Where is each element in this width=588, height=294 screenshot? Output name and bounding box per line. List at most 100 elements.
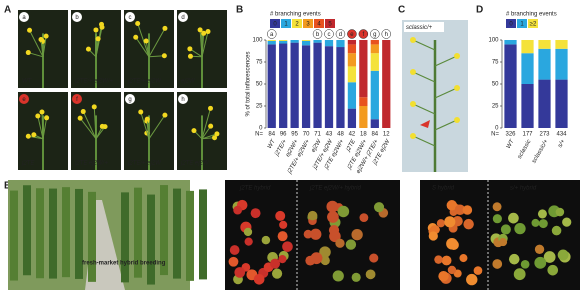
fruit <box>446 237 458 250</box>
bar-segment <box>370 119 379 128</box>
bar-segment <box>347 108 357 128</box>
flower <box>214 131 220 137</box>
fruit <box>508 253 520 265</box>
y-tick-label: 25 <box>256 104 263 110</box>
photo-letter-circle <box>72 12 82 22</box>
bar-segment <box>555 79 568 128</box>
flower <box>161 53 167 59</box>
photo-caption: j2TE ej2W/+ hybrid <box>309 186 362 192</box>
fruit <box>282 241 293 252</box>
bar-segment <box>336 40 345 48</box>
bar-segment <box>301 40 311 41</box>
branch <box>42 36 47 57</box>
fruit <box>459 254 468 263</box>
bar-segment <box>555 40 568 49</box>
fruit <box>320 255 330 266</box>
fruit <box>345 239 357 250</box>
photo-caption: j2TE/+ ej2W <box>127 161 162 167</box>
flower <box>144 116 150 122</box>
branch <box>412 71 436 83</box>
fruit <box>310 252 323 265</box>
fruit <box>351 272 361 282</box>
flower <box>143 38 149 44</box>
flower <box>208 105 214 111</box>
flower <box>454 53 460 59</box>
plant-row <box>88 191 96 282</box>
fruit <box>454 204 466 215</box>
plant-row <box>134 187 142 278</box>
bar-segment <box>290 40 299 43</box>
n-value: 18 <box>360 132 367 138</box>
bar-segment <box>279 43 288 128</box>
fruit <box>369 253 379 263</box>
plant-row <box>147 194 155 285</box>
flower <box>410 37 416 43</box>
legend-swatch <box>506 19 516 28</box>
fruit <box>466 273 478 286</box>
flower <box>187 46 193 52</box>
legend-swatch <box>325 19 335 28</box>
photo-caption: sclassic/+ <box>406 25 433 31</box>
branch <box>140 111 150 139</box>
bar-letter-circle <box>358 29 369 39</box>
photo-letter: d <box>181 15 184 21</box>
fruit <box>514 222 526 235</box>
fruit <box>463 218 474 230</box>
n-value: 95 <box>291 132 298 138</box>
legend-label: 2 <box>295 22 299 28</box>
fruit <box>534 256 547 269</box>
fruit <box>446 200 458 211</box>
y-tick-label: 75 <box>492 60 499 66</box>
y-tick-label: 50 <box>492 82 499 88</box>
photo-caption: j2TE/+ ej2W <box>127 79 162 85</box>
branch <box>199 29 203 57</box>
branch <box>37 115 44 139</box>
n-value: 48 <box>337 132 344 138</box>
plant-row <box>186 190 194 281</box>
fruit <box>500 224 511 235</box>
bar-segment <box>324 46 334 128</box>
bar-letter-circle <box>266 29 277 39</box>
flower <box>85 46 91 52</box>
photo-letter: b <box>75 15 79 21</box>
flower <box>99 123 105 129</box>
fruit <box>365 269 376 280</box>
bar-segment <box>521 40 534 54</box>
y-axis-label: % of total inflorescences <box>246 51 252 116</box>
fruit <box>271 268 283 279</box>
plant-row <box>23 185 31 276</box>
n-value: 326 <box>505 132 516 138</box>
fruit <box>537 209 547 219</box>
fruit <box>243 227 253 237</box>
photo-caption: S hybrid <box>432 186 455 192</box>
bar-letter-circle <box>347 29 357 39</box>
flower <box>25 133 31 139</box>
fruit <box>520 259 530 269</box>
fruit <box>359 213 369 223</box>
flower <box>95 36 101 42</box>
fruit <box>438 270 449 282</box>
fruit <box>508 212 519 224</box>
fruit <box>335 238 345 248</box>
flower <box>191 128 197 134</box>
bar-segment <box>267 40 276 45</box>
photo-letter-circle <box>19 94 29 104</box>
y-tick-label: 100 <box>488 38 499 44</box>
branch <box>41 111 44 139</box>
branch <box>434 55 458 67</box>
x-tick-label: sclassic/+ <box>531 138 550 164</box>
branch <box>79 117 97 140</box>
fruit <box>557 249 569 261</box>
legend-swatch <box>281 19 291 28</box>
fruit <box>303 229 313 239</box>
fruit <box>444 216 456 228</box>
fruit <box>319 246 331 258</box>
branch <box>434 119 458 131</box>
photo-letter: e <box>22 97 26 103</box>
flower <box>212 135 218 141</box>
fruit <box>244 237 253 246</box>
plant-row <box>10 190 18 281</box>
branch <box>146 119 150 139</box>
y-tick-label: 0 <box>259 126 263 132</box>
